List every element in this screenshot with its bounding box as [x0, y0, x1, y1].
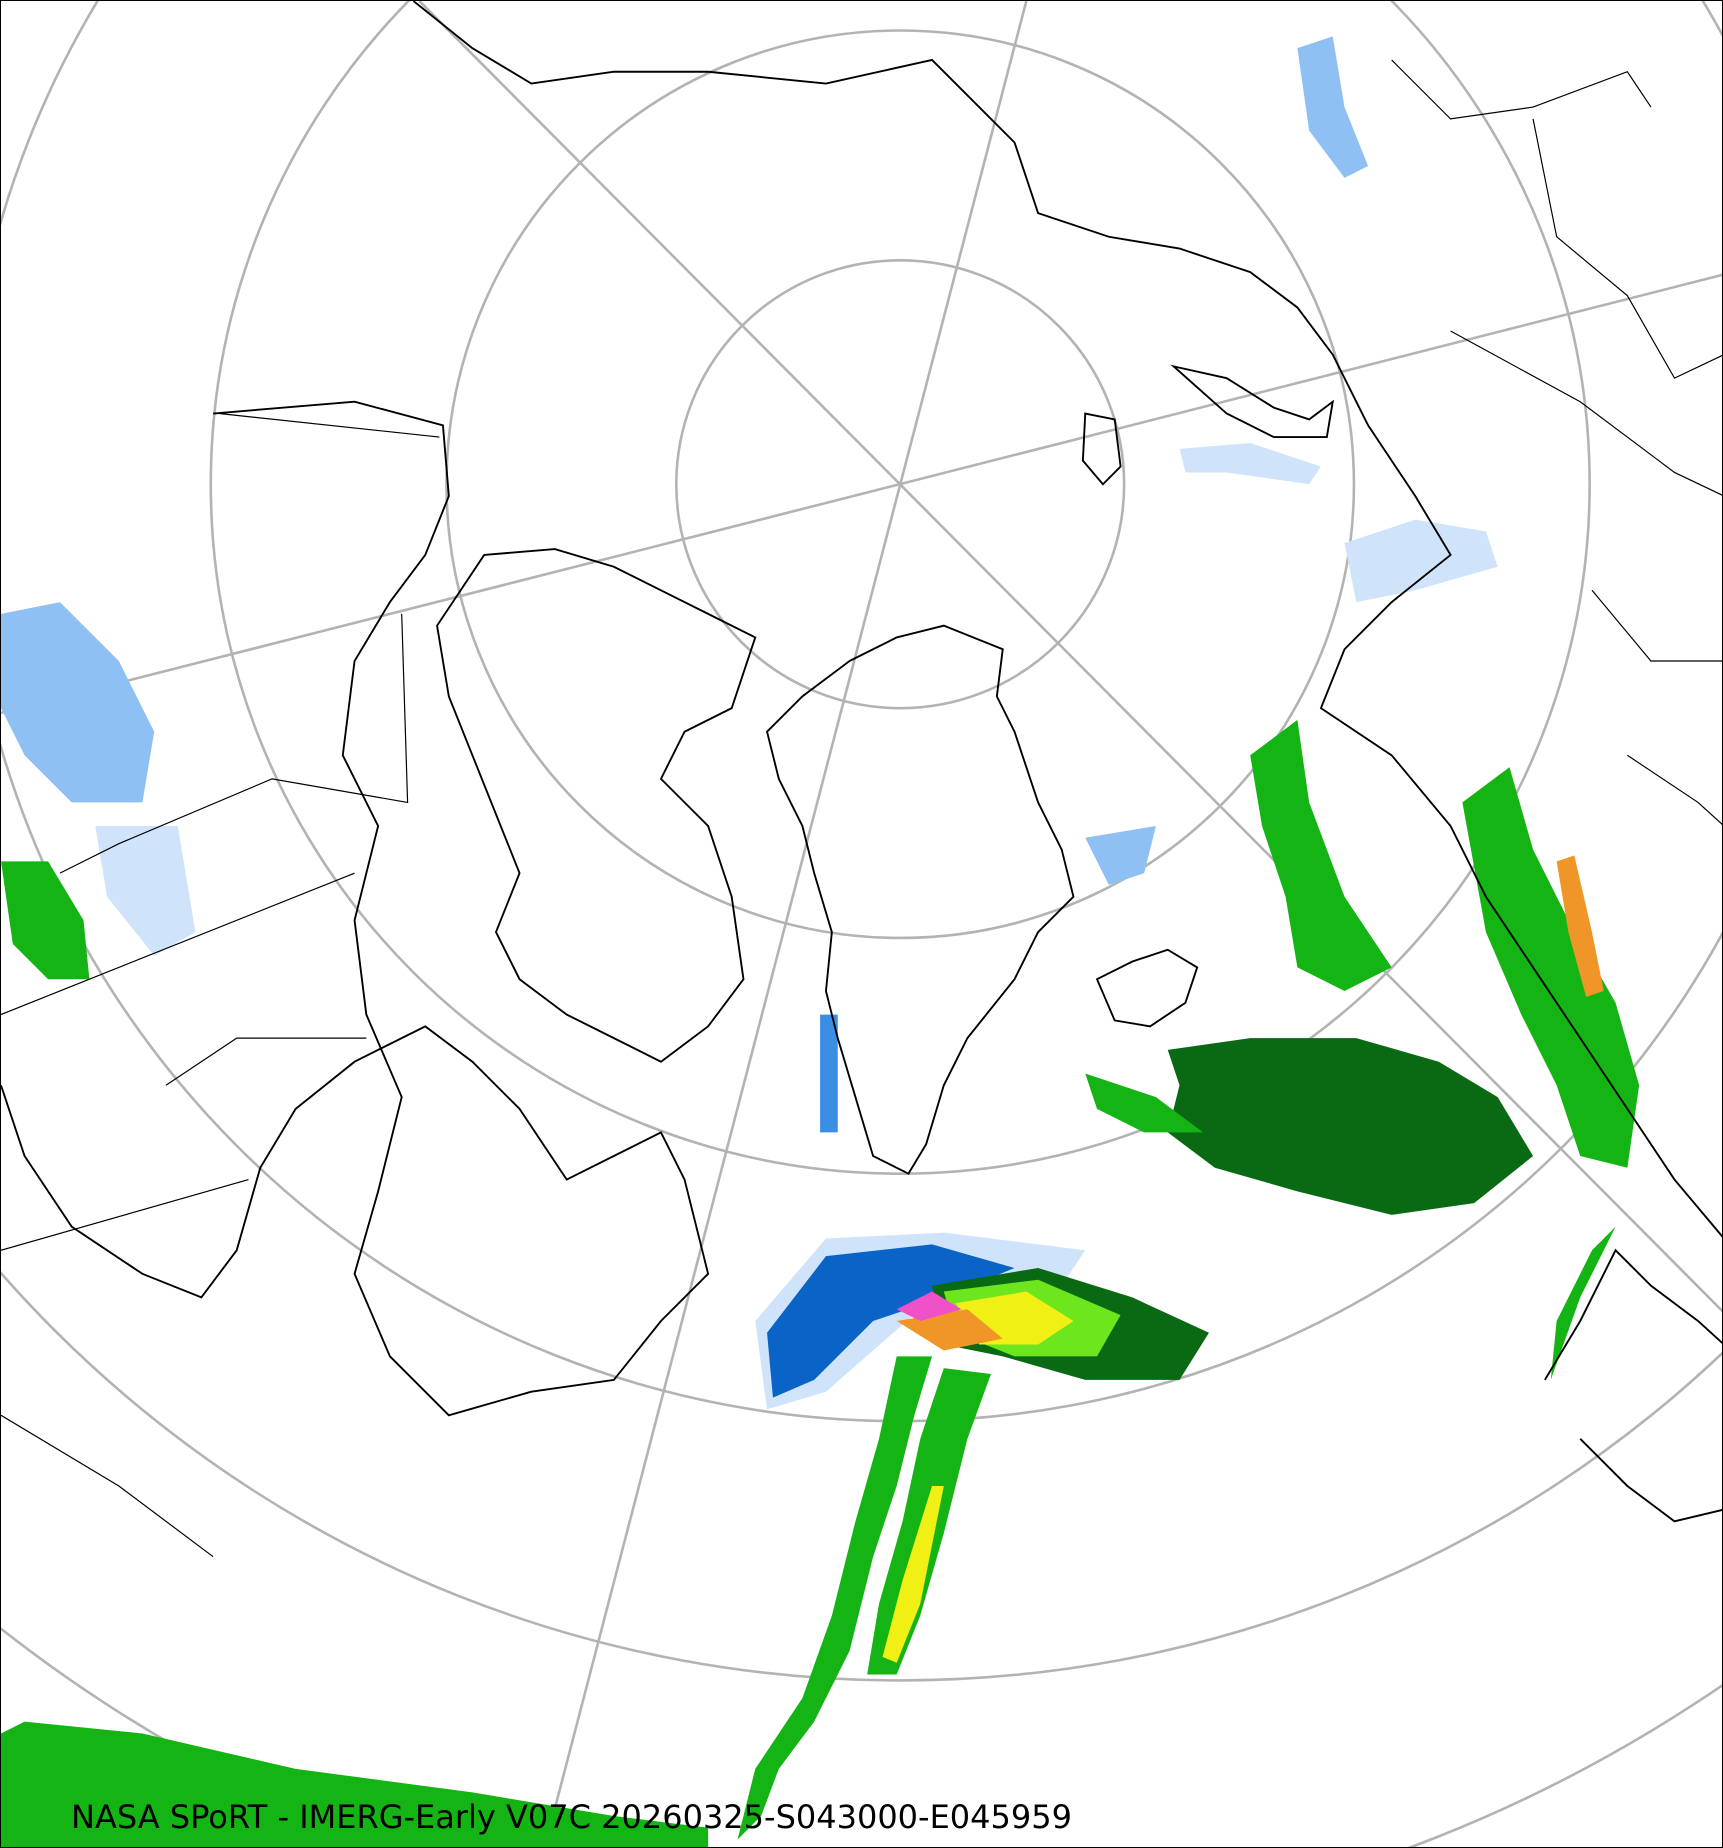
latitude-circle [445, 29, 1356, 940]
novaya-zemlya-coast [1170, 364, 1335, 439]
precipitation-layer [1, 36, 1640, 1847]
precip-area-yellow [882, 1485, 944, 1663]
precip-area-very-light [1344, 519, 1498, 603]
precip-area-green [737, 1356, 933, 1840]
precip-area-very-light [95, 826, 196, 956]
precip-area-light [1297, 36, 1369, 178]
precip-area-magenta [896, 1291, 962, 1321]
precip-area-moderate-blue [820, 1014, 838, 1133]
canadian-archipelago [436, 548, 757, 1063]
precip-area-green [1, 861, 90, 980]
svalbard-coast [1081, 412, 1122, 486]
precip-area-green [1462, 767, 1640, 1168]
precip-area-orange [1556, 855, 1604, 997]
coastlines [1, 1, 1722, 1523]
precip-area-green [1, 1721, 709, 1847]
precip-area-light [1, 602, 155, 803]
latitude-circle [209, 1, 1591, 1175]
precip-area-green [1550, 1226, 1616, 1380]
precip-area-light [1085, 826, 1156, 885]
africa-coast [1544, 1248, 1722, 1523]
latitude-circle [1, 1, 1722, 1423]
map-caption: NASA SPoRT - IMERG-Early V07C 20260325-S… [71, 1798, 1072, 1836]
north-america-coast [1, 400, 710, 1417]
latitude-circle [674, 259, 1126, 710]
latitude-circle [1, 1270, 1722, 1682]
meridian-line [543, 1, 1028, 1847]
greenland-coast [765, 624, 1075, 1175]
political-borders [1, 59, 1722, 1558]
iceland-coast [1095, 948, 1199, 1028]
precip-area-green [1250, 719, 1392, 991]
precip-area-dark-green [1167, 1038, 1534, 1215]
eurasia-coast [412, 1, 1722, 1238]
meridian-line [1, 273, 1722, 715]
precip-area-very-light [1179, 442, 1321, 485]
meridian-line [418, 1, 1722, 1313]
